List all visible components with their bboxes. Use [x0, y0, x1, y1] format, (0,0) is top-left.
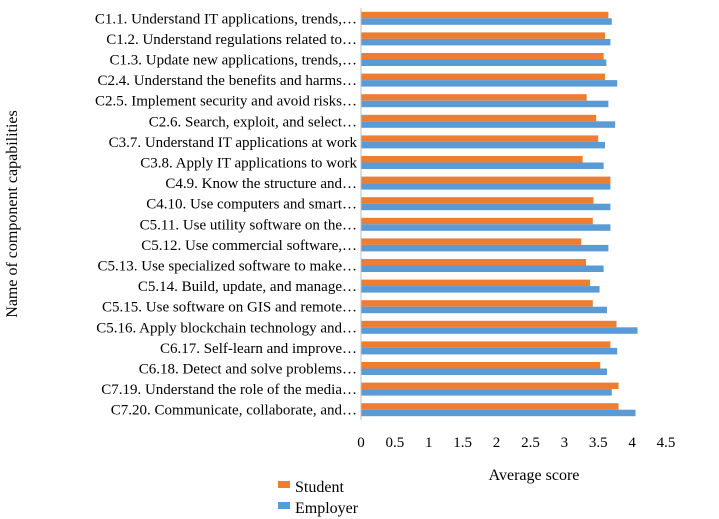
x-tick-label: 0: [357, 435, 365, 451]
bar-employer-5: [361, 100, 609, 108]
bar-employer-8: [361, 162, 604, 169]
bar-employer-7: [361, 141, 605, 149]
category-label: C5.13. Use specialized software to make…: [97, 259, 357, 275]
bar-student-14: [361, 279, 591, 287]
x-tick-label: 2.5: [521, 435, 540, 451]
bar-employer-12: [361, 244, 609, 252]
bar-employer-16: [361, 327, 638, 334]
bar-student-7: [361, 135, 599, 142]
x-tick-label: 1.5: [453, 435, 472, 451]
bar-employer-6: [361, 121, 616, 128]
category-label: C5.16. Apply blockchain technology and…: [96, 320, 357, 336]
bar-student-10: [361, 197, 594, 204]
category-label: C2.6. Search, exploit, and select…: [149, 114, 357, 130]
category-label: C3.8. Apply IT applications to work: [140, 156, 357, 172]
x-tick-label: 4: [628, 435, 636, 451]
category-label: C5.15. Use software on GIS and remote…: [102, 300, 357, 316]
bar-student-13: [361, 259, 587, 266]
bar-employer-1: [361, 18, 612, 25]
category-label: C1.2. Understand regulations related to…: [106, 32, 357, 48]
bars-group: [361, 11, 638, 417]
bar-student-19: [361, 382, 619, 390]
legend: Student Employer: [278, 479, 359, 517]
bar-student-2: [361, 32, 605, 39]
bar-employer-17: [361, 347, 618, 355]
bar-employer-14: [361, 286, 600, 293]
bar-student-5: [361, 94, 587, 101]
category-label: C1.3. Update new applications, trends,…: [110, 53, 357, 69]
bar-employer-19: [361, 389, 612, 396]
category-label: C5.11. Use utility software on the…: [140, 217, 357, 233]
legend-label-student: Student: [295, 479, 344, 496]
bar-student-4: [361, 73, 605, 81]
bar-employer-18: [361, 368, 608, 375]
bar-student-8: [361, 156, 583, 163]
category-label: C2.5. Implement security and avoid risks…: [95, 94, 357, 110]
bar-student-17: [361, 341, 611, 348]
bar-employer-20: [361, 409, 636, 417]
bar-student-15: [361, 300, 593, 307]
bar-employer-11: [361, 224, 611, 231]
legend-swatch-employer: [278, 502, 290, 509]
x-tick-label: 3.5: [589, 435, 608, 451]
x-tick-label: 4.5: [657, 435, 676, 451]
x-tick-label: 2: [493, 435, 501, 451]
bar-employer-13: [361, 265, 604, 272]
x-tick-labels: 0 0.5 1 1.5 2 2.5 3 3.5 4 4.5: [357, 435, 675, 451]
bar-employer-3: [361, 59, 607, 66]
bar-student-20: [361, 403, 619, 410]
bar-student-6: [361, 114, 597, 122]
category-label: C5.12. Use commercial software,…: [141, 238, 357, 254]
x-tick-label: 0.5: [386, 435, 405, 451]
bar-student-3: [361, 53, 604, 60]
bar-employer-2: [361, 38, 611, 46]
x-tick-label: 1: [425, 435, 433, 451]
category-label: C6.18. Detect and solve problems…: [139, 362, 357, 378]
x-tick-label: 3: [561, 435, 569, 451]
bar-employer-9: [361, 183, 611, 190]
bar-student-12: [361, 238, 582, 245]
legend-label-employer: Employer: [295, 500, 359, 517]
category-label: C7.20. Communicate, collaborate, and…: [111, 403, 357, 419]
bar-student-18: [361, 362, 601, 369]
bar-employer-4: [361, 80, 618, 87]
bar-student-9: [361, 176, 611, 184]
category-label: C1.1. Understand IT applications, trends…: [95, 11, 357, 27]
category-labels: C1.1. Understand IT applications, trends…: [95, 11, 358, 418]
category-label: C5.14. Build, update, and manage…: [138, 279, 357, 295]
category-label: C2.4. Understand the benefits and harms…: [97, 73, 357, 89]
x-axis-title: Average score: [489, 467, 580, 484]
legend-swatch-student: [278, 481, 290, 488]
bar-student-16: [361, 320, 617, 328]
bar-employer-10: [361, 203, 611, 211]
category-label: C4.9. Know the structure and…: [165, 176, 357, 192]
bar-employer-15: [361, 306, 608, 314]
category-label: C4.10. Use computers and smart…: [146, 197, 357, 213]
bar-student-1: [361, 11, 609, 19]
category-label: C3.7. Understand IT applications at work: [109, 135, 358, 151]
y-axis-title: Name of component capabilities: [4, 110, 21, 317]
bar-student-11: [361, 217, 593, 225]
category-label: C7.19. Understand the role of the media…: [101, 382, 357, 398]
category-label: C6.17. Self-learn and improve…: [160, 341, 357, 357]
